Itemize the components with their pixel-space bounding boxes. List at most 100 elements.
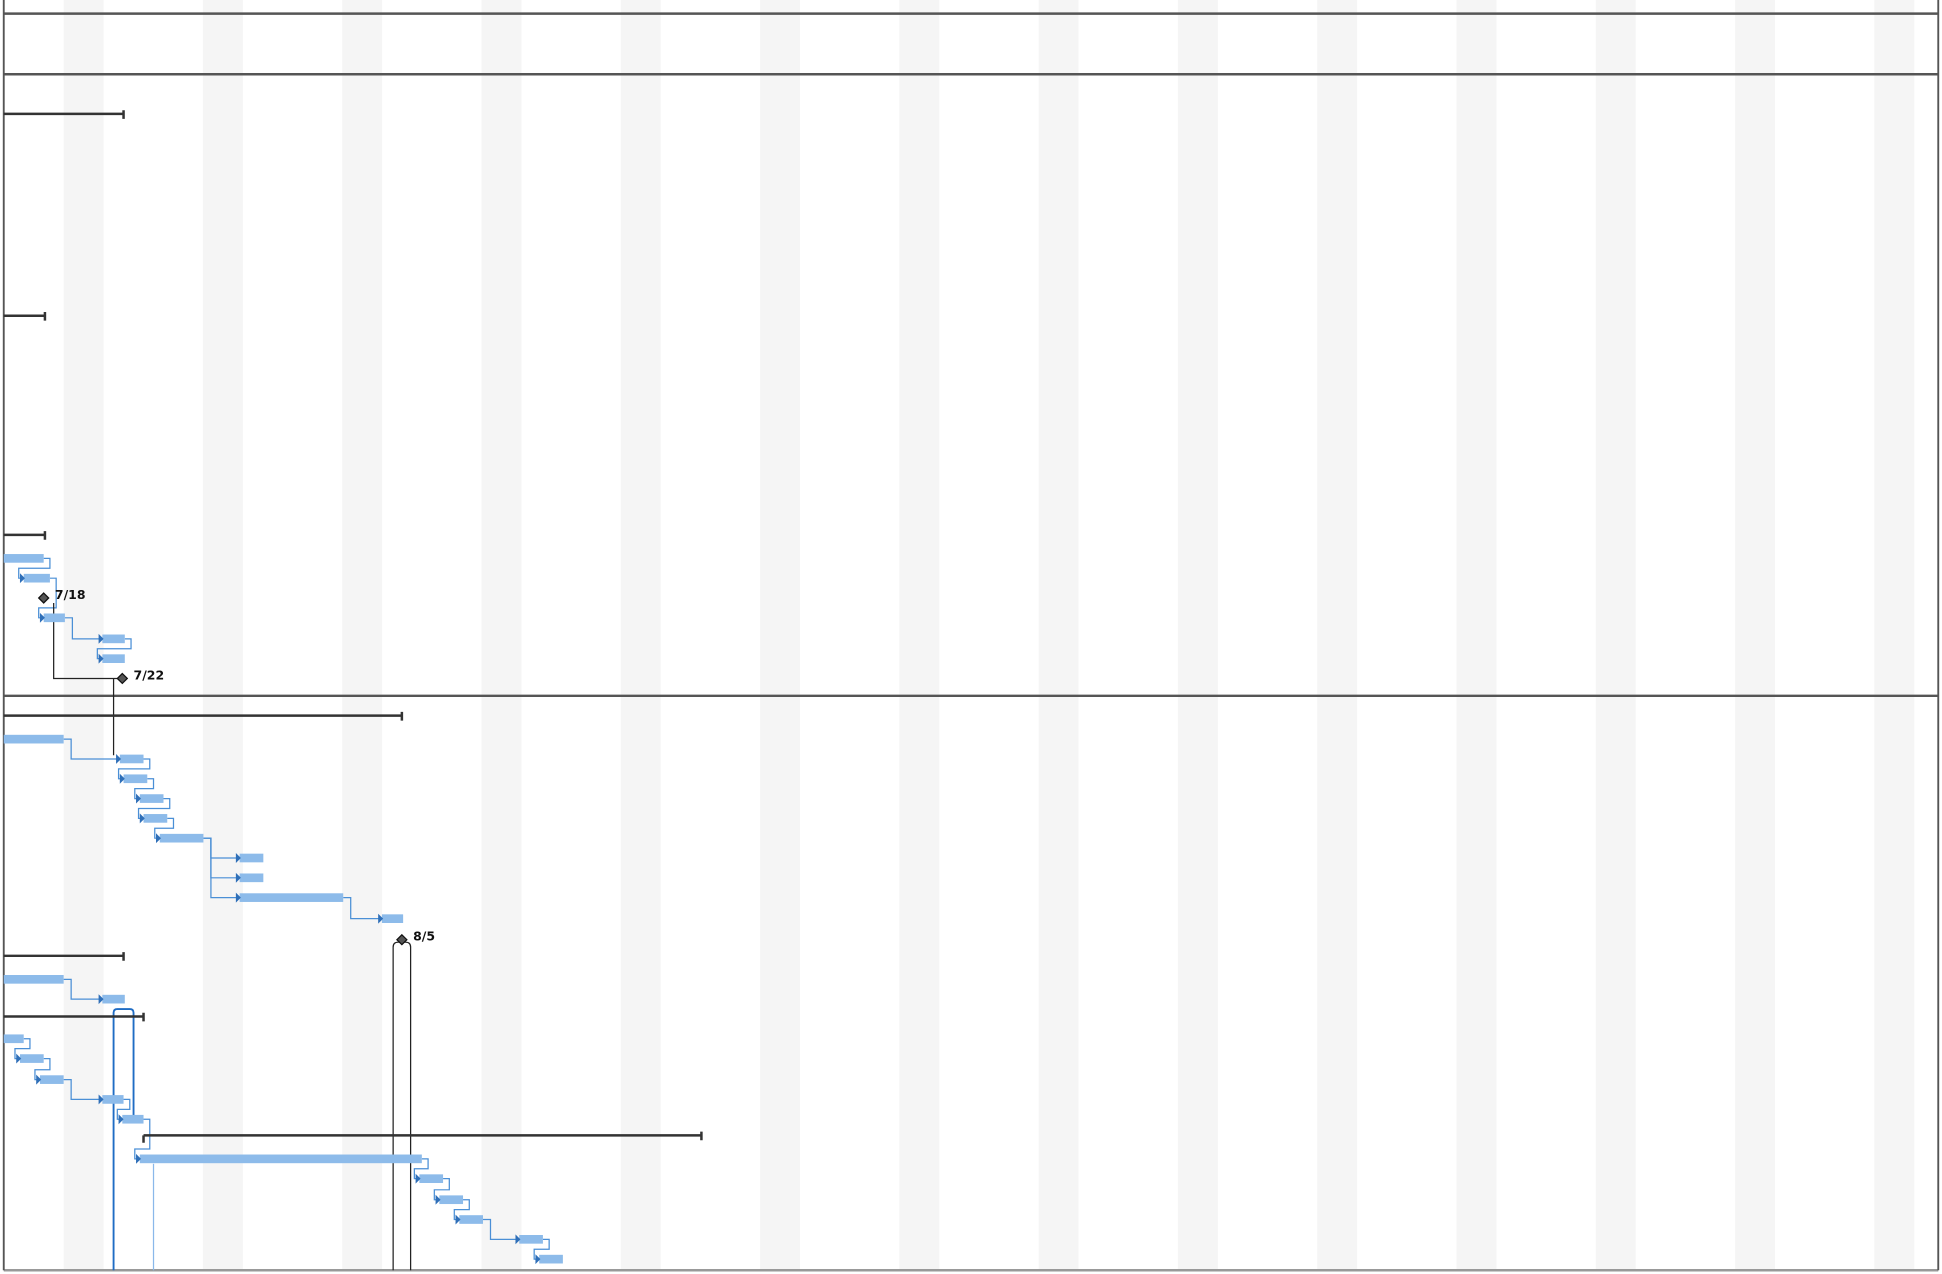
dependency-link bbox=[64, 617, 103, 640]
weekend-stripe bbox=[63, 0, 104, 1271]
task-bar bbox=[19, 1054, 44, 1063]
link-arrow bbox=[98, 633, 104, 644]
task-bar bbox=[23, 573, 50, 583]
link-arrow bbox=[98, 1094, 104, 1105]
summary-bar bbox=[3, 110, 125, 119]
link-arrow bbox=[235, 853, 241, 863]
task-bar bbox=[102, 634, 125, 644]
link-arrow bbox=[515, 1234, 521, 1245]
milestones: 7/18 7/22 8/5 bbox=[37, 587, 435, 946]
dependency-link bbox=[433, 1178, 450, 1201]
link-arrow bbox=[455, 1214, 461, 1225]
task-bar bbox=[419, 1174, 444, 1183]
dependency-link bbox=[134, 1118, 151, 1160]
task-bar bbox=[102, 654, 125, 663]
link-arrow bbox=[116, 754, 122, 764]
link-arrow bbox=[535, 1254, 541, 1265]
dependency-link bbox=[18, 557, 51, 579]
task-bar bbox=[39, 1075, 64, 1084]
task-bar bbox=[381, 914, 404, 923]
link-arrow bbox=[136, 1153, 142, 1164]
task-bar bbox=[3, 734, 64, 744]
dependency-link bbox=[63, 738, 120, 760]
dependency-link bbox=[38, 577, 57, 619]
task-bar bbox=[143, 814, 168, 823]
dependency-link bbox=[483, 1218, 520, 1240]
weekend-stripe bbox=[1177, 0, 1218, 1271]
task-bar bbox=[3, 1034, 24, 1044]
dependency-link bbox=[63, 1079, 103, 1101]
task-bar bbox=[123, 774, 148, 784]
dependency-link bbox=[413, 1158, 429, 1180]
milestone-label: 8/5 bbox=[413, 929, 435, 944]
summary-bar bbox=[142, 1131, 703, 1143]
link-arrow bbox=[39, 612, 45, 623]
task-bar bbox=[102, 1095, 124, 1104]
task-bar bbox=[119, 754, 144, 764]
link-arrow bbox=[118, 1114, 124, 1125]
milestone-label: 7/18 bbox=[55, 587, 86, 602]
link-arrow bbox=[36, 1074, 42, 1085]
task-bar bbox=[102, 994, 125, 1004]
task-bar bbox=[159, 833, 204, 843]
summary-bar bbox=[3, 1012, 145, 1022]
dependency-link bbox=[14, 1038, 31, 1060]
link-arrow bbox=[435, 1194, 441, 1205]
weekend-stripe bbox=[481, 0, 522, 1271]
links bbox=[14, 557, 550, 1271]
link-arrow bbox=[235, 872, 241, 883]
dependency-link bbox=[203, 837, 240, 899]
milestone bbox=[116, 672, 129, 685]
dependency-link bbox=[343, 897, 382, 920]
weekend-stripe bbox=[760, 0, 801, 1271]
dependency-link bbox=[533, 1238, 550, 1260]
task-bar bbox=[3, 554, 44, 563]
link-arrow bbox=[139, 813, 145, 824]
dependency-link bbox=[116, 1098, 131, 1120]
link-arrow bbox=[136, 793, 142, 804]
summary-bar bbox=[3, 531, 47, 540]
timescale-stripes bbox=[63, 0, 1915, 1271]
task-bar bbox=[239, 853, 264, 863]
weekend-stripe bbox=[1317, 0, 1358, 1271]
dependency-link bbox=[154, 817, 175, 839]
task-bar bbox=[43, 613, 65, 623]
task-bar bbox=[139, 1154, 422, 1164]
task-bar bbox=[459, 1215, 484, 1224]
task-bar bbox=[3, 975, 64, 984]
link-arrow bbox=[235, 892, 241, 903]
weekend-stripe bbox=[1456, 0, 1497, 1271]
dependency-link bbox=[392, 941, 412, 1271]
weekend-stripe bbox=[1595, 0, 1636, 1271]
dependency-link bbox=[96, 638, 132, 660]
dependency-link bbox=[63, 978, 103, 1000]
link-arrow bbox=[19, 573, 25, 584]
weekend-stripe bbox=[1874, 0, 1915, 1271]
link-arrow bbox=[16, 1053, 22, 1064]
milestone bbox=[396, 933, 408, 946]
task-bar bbox=[539, 1254, 563, 1264]
dependency-link bbox=[137, 797, 171, 819]
milestone bbox=[37, 592, 50, 604]
task-bar bbox=[139, 794, 164, 803]
bars bbox=[3, 110, 703, 1265]
summary-bar bbox=[3, 952, 125, 961]
link-arrow bbox=[98, 653, 104, 664]
link-arrow bbox=[98, 994, 104, 1005]
weekend-stripe bbox=[1735, 0, 1776, 1271]
weekend-stripe bbox=[342, 0, 383, 1271]
task-bar bbox=[439, 1195, 464, 1205]
task-bar bbox=[239, 873, 264, 883]
summary-bar bbox=[3, 312, 47, 321]
link-arrow bbox=[119, 773, 125, 784]
task-bar bbox=[122, 1114, 144, 1124]
milestone-label: 7/22 bbox=[134, 668, 165, 683]
dependency-link bbox=[117, 758, 151, 780]
dependency-link bbox=[112, 1008, 135, 1271]
link-arrow bbox=[156, 833, 162, 844]
summary-bar bbox=[3, 711, 404, 721]
link-arrow bbox=[378, 913, 384, 924]
